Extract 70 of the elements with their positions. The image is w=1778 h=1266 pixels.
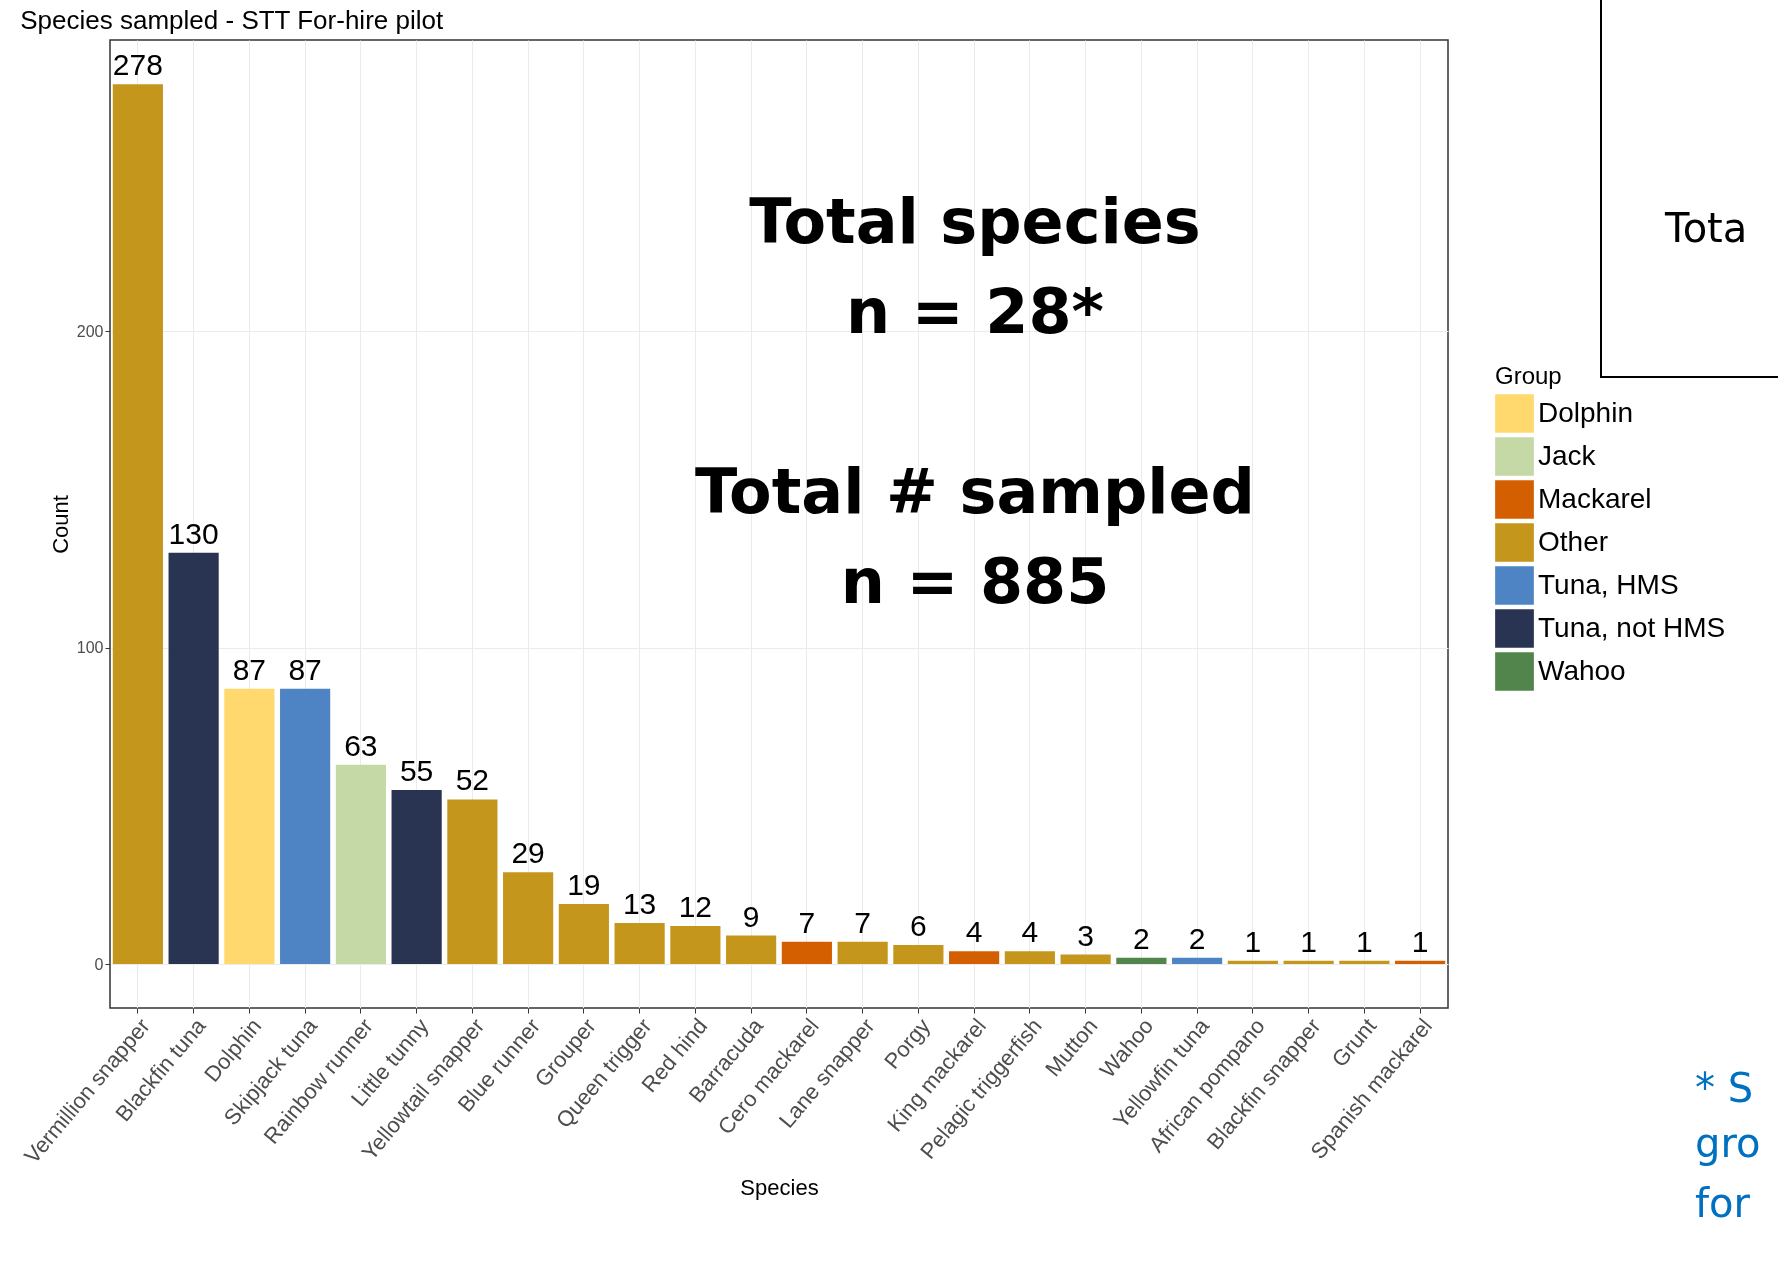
data-label: 130 [168, 516, 219, 550]
y-tick-label: 100 [76, 639, 104, 657]
data-label: 87 [232, 652, 267, 686]
data-label: 4 [1021, 915, 1039, 949]
legend-label: Other [1538, 525, 1609, 557]
data-label: 63 [344, 728, 378, 762]
bar [614, 922, 665, 965]
y-tick-label: 200 [76, 322, 104, 340]
bar [1395, 960, 1446, 965]
bar [1172, 957, 1223, 965]
y-tick-label: 0 [94, 955, 104, 973]
bar [168, 552, 219, 965]
data-label: 9 [742, 899, 760, 933]
annotation: Total # sampled [694, 455, 1256, 528]
bar [1116, 957, 1167, 965]
legend-title: Group [1495, 362, 1562, 389]
bar [558, 903, 609, 965]
annotation: n = 885 [839, 545, 1111, 618]
bar [1283, 960, 1334, 965]
data-label: 6 [910, 909, 927, 943]
bar [112, 84, 163, 965]
bar [503, 872, 554, 965]
annotation: Total species [748, 185, 1202, 258]
data-label: 278 [112, 48, 163, 82]
legend-label: Mackarel [1538, 482, 1652, 514]
text: * S [1695, 1065, 1754, 1111]
data-label: 19 [567, 867, 601, 901]
bar [670, 926, 721, 965]
data-label: 2 [1133, 921, 1150, 955]
data-label: 52 [455, 763, 490, 797]
bar [335, 764, 386, 965]
text: gro [1695, 1120, 1761, 1166]
data-label: 3 [1077, 918, 1094, 952]
bar [1004, 951, 1055, 965]
x-axis-title: Species [740, 1174, 819, 1200]
text: Tota [1665, 205, 1748, 251]
text: for [1695, 1180, 1750, 1226]
chart-title: Species sampled - STT For-hire pilot [20, 5, 444, 35]
bar [280, 688, 331, 965]
legend-label: Dolphin [1538, 396, 1633, 428]
bar [837, 941, 888, 965]
bar [893, 945, 944, 965]
legend-label: Wahoo [1538, 654, 1626, 686]
bar [726, 935, 777, 965]
data-label: 12 [678, 890, 713, 924]
bar [447, 799, 498, 965]
data-label: 4 [965, 915, 983, 949]
data-label: 1 [1411, 924, 1429, 958]
data-label: 1 [1300, 924, 1317, 958]
data-label: 1 [1244, 924, 1262, 958]
legend-label: Tuna, HMS [1538, 568, 1679, 600]
data-label: 55 [399, 753, 434, 787]
y-axis-title: Count [47, 495, 73, 554]
bar [1339, 960, 1390, 965]
data-label: 87 [288, 652, 322, 686]
data-label: 1 [1356, 924, 1373, 958]
data-label: 2 [1188, 921, 1206, 955]
legend-label: Jack [1538, 439, 1597, 471]
bar [1227, 960, 1278, 965]
data-label: 29 [511, 836, 545, 870]
data-label: 7 [854, 905, 871, 939]
bar [781, 941, 832, 965]
bar [949, 951, 1000, 965]
bar [1060, 954, 1111, 965]
legend-label: Tuna, not HMS [1538, 611, 1726, 643]
data-label: 7 [798, 905, 816, 939]
bar [391, 789, 442, 965]
data-label: 13 [622, 886, 657, 920]
bar [224, 688, 275, 965]
annotation: n = 28* [845, 275, 1105, 348]
